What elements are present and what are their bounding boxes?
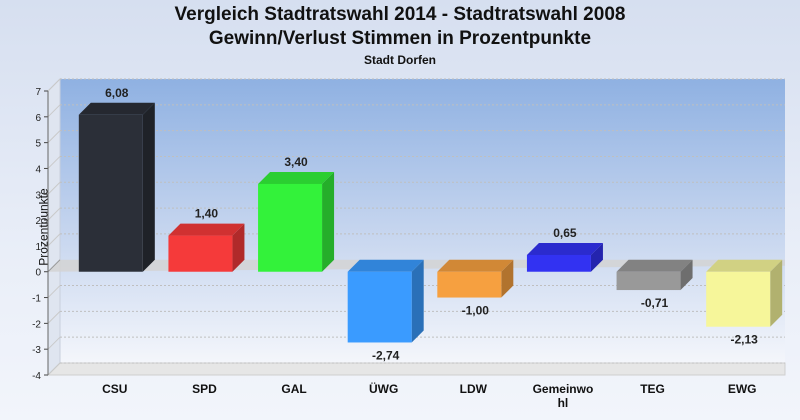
x-tick-label: LDW xyxy=(460,382,488,396)
bar-front xyxy=(258,183,323,272)
x-tick-label: SPD xyxy=(192,382,217,396)
bar-top xyxy=(706,259,783,272)
bar-front xyxy=(616,271,681,291)
chart-title-line2: Gewinn/Verlust Stimmen in Prozentpunkte xyxy=(208,28,592,49)
data-label: 3,40 xyxy=(284,155,308,169)
bar-spd xyxy=(168,223,245,272)
bar-front xyxy=(168,235,233,272)
bar-front xyxy=(706,271,771,327)
data-label: 6,08 xyxy=(105,86,129,100)
bar-side xyxy=(770,259,783,327)
bar-side xyxy=(232,223,245,272)
gridline-diag xyxy=(47,233,61,247)
plot-left-wall xyxy=(47,77,61,377)
bar-gemeinwohl xyxy=(526,242,603,272)
gridline-diag xyxy=(47,156,61,169)
bar-front xyxy=(347,271,412,343)
gridline-diag xyxy=(47,207,61,221)
y-tick-label: 4 xyxy=(35,164,41,175)
bar-teg xyxy=(616,259,693,291)
bar-üwg xyxy=(347,259,424,343)
bar-top xyxy=(168,223,245,236)
bar-front xyxy=(526,254,591,272)
x-tick-label: GAL xyxy=(281,382,306,396)
gridline-diag xyxy=(47,336,61,350)
bar-side xyxy=(322,171,335,272)
grid: -4 -3 -2 -1 0 1 2 3 4 5 6 7 xyxy=(32,78,785,382)
y-tick-label: 5 xyxy=(35,139,41,150)
data-label: 0,65 xyxy=(553,226,577,240)
bar-ldw xyxy=(437,259,514,298)
gridline-diag xyxy=(47,311,61,324)
y-tick-label: -1 xyxy=(32,294,41,305)
bar-front xyxy=(437,271,502,298)
chart-subtitle: Stadt Dorfen xyxy=(364,53,436,67)
bar-top xyxy=(437,259,514,272)
bar-top xyxy=(616,259,693,272)
gridline-diag xyxy=(47,181,61,195)
zero-line-diag xyxy=(47,259,61,273)
y-tick-label: 3 xyxy=(35,190,41,201)
y-tick-label: 2 xyxy=(35,216,41,227)
y-tick-label: -4 xyxy=(32,371,41,382)
bars: 6,08 CSU 1,40 SPD 3,40 GAL -2,74 ÜWG -1,00 LDW 0,6… xyxy=(78,86,783,410)
bar-top xyxy=(526,242,603,255)
x-tick-label: TEG xyxy=(640,382,665,396)
data-label: -0,71 xyxy=(641,296,669,310)
bar-ewg xyxy=(706,259,783,327)
gridline-diag xyxy=(47,130,61,143)
y-tick-label: 0 xyxy=(35,268,41,279)
bar-front xyxy=(78,114,143,272)
bar-side xyxy=(142,102,155,272)
bar-side xyxy=(411,259,424,343)
bar-top xyxy=(258,171,335,184)
y-tick-label: -2 xyxy=(32,319,41,330)
data-label: 1,40 xyxy=(195,207,219,221)
x-tick-label: hl xyxy=(558,396,569,410)
data-label: -2,74 xyxy=(372,348,400,362)
x-tick-label: CSU xyxy=(102,382,127,396)
gridline-diag xyxy=(47,362,61,376)
bar-gal xyxy=(258,171,335,272)
bar-side xyxy=(590,242,603,272)
y-tick-label: 1 xyxy=(35,242,41,253)
y-tick-label: 7 xyxy=(35,87,41,98)
bar-side xyxy=(680,259,693,291)
x-tick-label: EWG xyxy=(728,382,757,396)
bar-top xyxy=(78,102,155,115)
y-tick-label: 6 xyxy=(35,113,41,124)
bar-csu xyxy=(78,102,155,272)
gridline-diag xyxy=(47,78,61,92)
x-tick-label: ÜWG xyxy=(369,381,398,396)
data-label: -2,13 xyxy=(731,333,759,347)
bar-top xyxy=(347,259,424,272)
bar-side xyxy=(501,259,514,298)
data-label: -1,00 xyxy=(462,304,490,318)
x-tick-label: Gemeinwo xyxy=(533,382,594,396)
y-tick-label: -3 xyxy=(32,345,41,356)
gridline-diag xyxy=(47,285,61,298)
chart-title: Vergleich Stadtratswahl 2014 - Stadtrats… xyxy=(174,4,626,25)
plot-floor xyxy=(46,362,786,376)
gridline-diag xyxy=(47,104,61,118)
